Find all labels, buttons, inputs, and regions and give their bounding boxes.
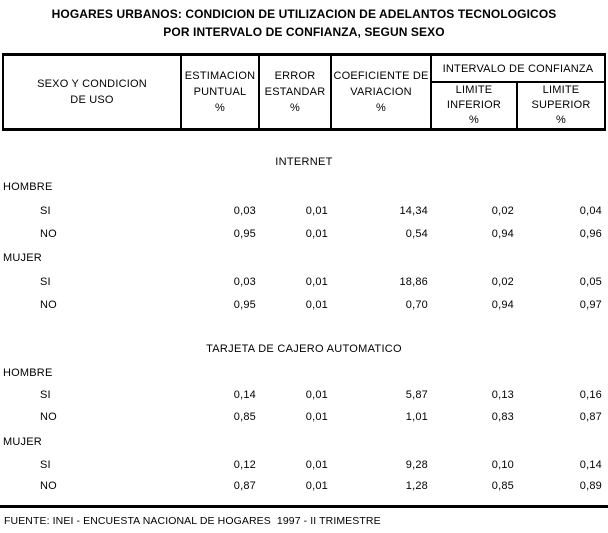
- group-label: MUJER: [3, 252, 42, 264]
- cell-limite-superior: 0,05: [579, 276, 602, 288]
- cell-limite-superior: 0,89: [579, 480, 602, 492]
- row-label: NO: [40, 411, 57, 423]
- cell-limite-superior: 0,04: [579, 205, 602, 217]
- cell-coeficiente: 14,34: [399, 205, 428, 217]
- column-header-intervalo-confianza: INTERVALO DE CONFIANZA: [432, 56, 604, 83]
- cell-error: 0,01: [305, 276, 328, 288]
- page-title: HOGARES URBANOS: CONDICION DE UTILIZACIO…: [0, 5, 608, 41]
- cell-estimacion: 0,85: [233, 411, 256, 423]
- page-title-line1: HOGARES URBANOS: CONDICION DE UTILIZACIO…: [51, 7, 557, 21]
- cell-estimacion: 0,12: [233, 459, 256, 471]
- table-row: SI 0,03 0,01 14,34 0,02 0,04: [0, 205, 604, 218]
- cell-error: 0,01: [305, 480, 328, 492]
- cell-limite-superior: 0,97: [579, 299, 602, 311]
- table-row: NO 0,95 0,01 0,70 0,94 0,97: [0, 299, 604, 312]
- row-label: SI: [40, 459, 51, 471]
- cell-limite-inferior: 0,83: [491, 411, 514, 423]
- row-label: SI: [40, 205, 51, 217]
- table-header: SEXO Y CONDICION DE USO ESTIMACION PUNTU…: [2, 53, 606, 131]
- column-header-limite-superior: LIMITE SUPERIOR %: [531, 84, 591, 126]
- group-label-row: MUJER: [0, 252, 604, 265]
- cell-coeficiente: 0,54: [405, 228, 428, 240]
- cell-coeficiente: 18,86: [399, 276, 428, 288]
- cell-estimacion: 0,87: [233, 480, 256, 492]
- cell-limite-inferior: 0,85: [491, 480, 514, 492]
- column-header-error-estandar: ERROR ESTANDAR %: [260, 56, 332, 128]
- table-row: NO 0,95 0,01 0,54 0,94 0,96: [0, 228, 604, 241]
- cell-error: 0,01: [305, 389, 328, 401]
- table-row: SI 0,03 0,01 18,86 0,02 0,05: [0, 276, 604, 289]
- table-body: INTERNET HOMBRE SI 0,03 0,01 14,34 0,02 …: [0, 131, 604, 493]
- group-label-row: HOMBRE: [0, 367, 604, 380]
- cell-limite-superior: 0,87: [579, 411, 602, 423]
- cell-error: 0,01: [305, 459, 328, 471]
- group-label: HOMBRE: [3, 367, 53, 379]
- group-label-row: MUJER: [0, 436, 604, 449]
- cell-limite-inferior: 0,02: [491, 205, 514, 217]
- cell-estimacion: 0,95: [233, 299, 256, 311]
- column-header-sexo-condicion: SEXO Y CONDICION DE USO: [4, 56, 182, 128]
- cell-estimacion: 0,03: [233, 205, 256, 217]
- page-title-line2: POR INTERVALO DE CONFIANZA, SEGUN SEXO: [163, 25, 445, 39]
- group-label: MUJER: [3, 436, 42, 448]
- cell-coeficiente: 9,28: [405, 459, 428, 471]
- cell-estimacion: 0,14: [233, 389, 256, 401]
- table-row: NO 0,87 0,01 1,28 0,85 0,89: [0, 480, 604, 493]
- footer-rule: [0, 505, 608, 508]
- column-group-intervalo-confianza: INTERVALO DE CONFIANZA LIMITE INFERIOR %…: [432, 56, 604, 128]
- cell-error: 0,01: [305, 299, 328, 311]
- group-label: HOMBRE: [3, 181, 53, 193]
- cell-limite-inferior: 0,02: [491, 276, 514, 288]
- table-row: SI 0,12 0,01 9,28 0,10 0,14: [0, 459, 604, 472]
- source-note: FUENTE: INEI - ENCUESTA NACIONAL DE HOGA…: [4, 515, 381, 527]
- intervalo-subcolumns: LIMITE INFERIOR % LIMITE SUPERIOR %: [432, 83, 604, 128]
- table-row: SI 0,14 0,01 5,87 0,13 0,16: [0, 389, 604, 402]
- column-header-estimacion-puntual: ESTIMACION PUNTUAL %: [182, 56, 260, 128]
- table-row: NO 0,85 0,01 1,01 0,83 0,87: [0, 411, 604, 424]
- cell-error: 0,01: [305, 205, 328, 217]
- cell-estimacion: 0,95: [233, 228, 256, 240]
- cell-coeficiente: 1,01: [405, 411, 428, 423]
- cell-limite-superior: 0,16: [579, 389, 602, 401]
- cell-estimacion: 0,03: [233, 276, 256, 288]
- cell-limite-inferior: 0,10: [491, 459, 514, 471]
- cell-error: 0,01: [305, 228, 328, 240]
- column-header-coeficiente-variacion: COEFICIENTE DE VARIACION %: [332, 56, 432, 128]
- cell-coeficiente: 1,28: [405, 480, 428, 492]
- cell-limite-superior: 0,96: [579, 228, 602, 240]
- cell-coeficiente: 5,87: [405, 389, 428, 401]
- section-title-internet: INTERNET: [275, 156, 333, 168]
- cell-limite-inferior: 0,94: [491, 228, 514, 240]
- row-label: SI: [40, 276, 51, 288]
- row-label: NO: [40, 480, 57, 492]
- cell-error: 0,01: [305, 411, 328, 423]
- row-label: NO: [40, 228, 57, 240]
- row-label: SI: [40, 389, 51, 401]
- group-label-row: HOMBRE: [0, 181, 604, 194]
- section-title-tarjeta: TARJETA DE CAJERO AUTOMATICO: [206, 343, 402, 355]
- cell-limite-superior: 0,14: [579, 459, 602, 471]
- row-label: NO: [40, 299, 57, 311]
- cell-limite-inferior: 0,13: [491, 389, 514, 401]
- cell-limite-inferior: 0,94: [491, 299, 514, 311]
- column-header-limite-inferior: LIMITE INFERIOR %: [432, 83, 518, 128]
- cell-coeficiente: 0,70: [405, 299, 428, 311]
